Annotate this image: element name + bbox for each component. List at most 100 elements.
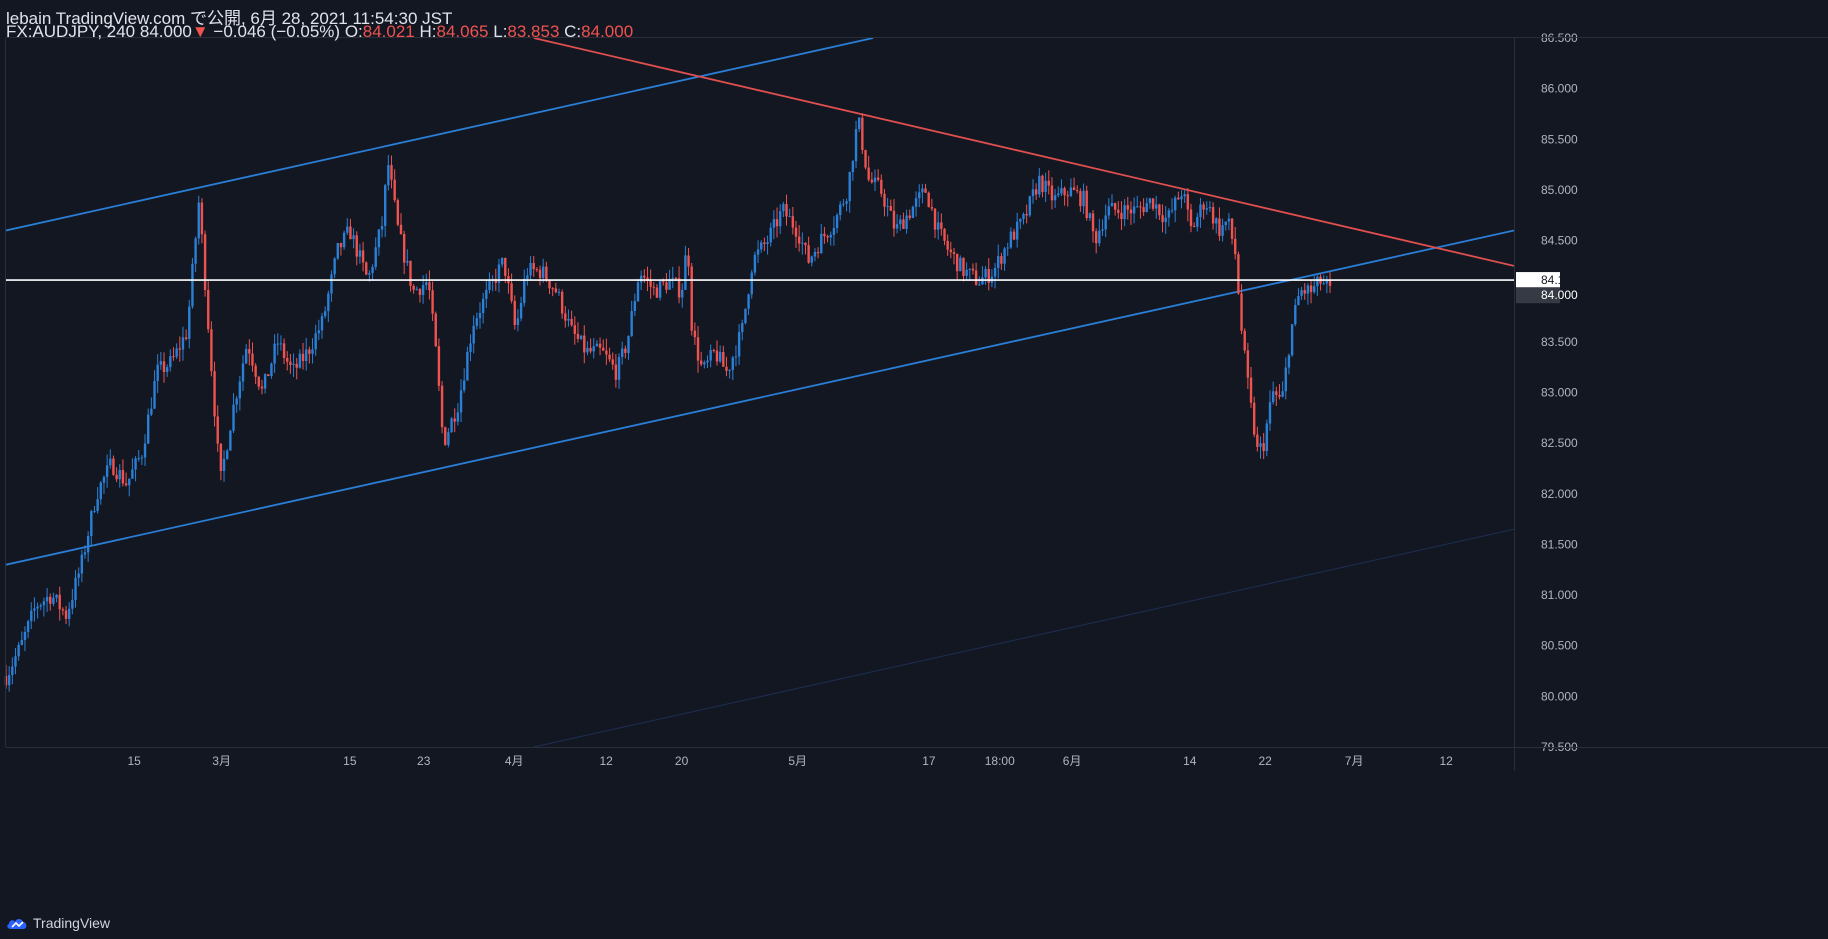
candle-body <box>753 254 757 273</box>
time-tick-label: 20 <box>675 754 689 768</box>
candle-body <box>39 605 42 607</box>
candle-body <box>775 219 779 227</box>
candle-body <box>1205 208 1208 210</box>
candle-body <box>251 353 254 366</box>
candle-body <box>26 621 30 632</box>
candle-body <box>541 266 545 278</box>
time-tick-label: 7月 <box>1345 754 1364 768</box>
candle-body <box>128 478 131 486</box>
candle-body <box>665 282 668 290</box>
candle-body <box>1199 204 1202 218</box>
candle-body <box>1072 187 1076 191</box>
candle-body <box>222 458 226 471</box>
candle-body <box>1208 207 1212 209</box>
candle-body <box>172 356 175 358</box>
candle-body <box>1057 193 1060 196</box>
candle-body <box>213 371 216 417</box>
candle-body <box>45 596 49 602</box>
candle-body <box>71 599 74 609</box>
candle-body <box>52 597 55 604</box>
candle-body <box>510 283 513 301</box>
time-tick-label: 12 <box>1439 754 1453 768</box>
candle-body <box>229 430 232 451</box>
candle-body <box>1139 206 1142 208</box>
time-tick-label: 6月 <box>1063 754 1082 768</box>
candle-body <box>342 232 346 248</box>
candle-body <box>1123 205 1126 220</box>
candle-body <box>854 129 858 162</box>
candle-body <box>194 238 197 264</box>
trendline-blue[interactable] <box>6 38 874 232</box>
candle-body <box>118 470 121 480</box>
candle-body <box>968 268 971 270</box>
candle-body <box>140 457 144 459</box>
price-tick-label: 83.000 <box>1541 386 1578 400</box>
candle-body <box>712 350 716 352</box>
candle-body <box>1262 443 1265 452</box>
candle-body <box>203 234 207 291</box>
trendlines-layer[interactable] <box>6 38 1514 747</box>
candle-body <box>421 285 425 295</box>
candle-body <box>1091 213 1095 232</box>
candle-body <box>475 318 479 326</box>
candle-body <box>270 363 273 377</box>
candle-body <box>851 161 855 173</box>
time-tick-label: 22 <box>1259 754 1273 768</box>
candle-body <box>867 167 870 180</box>
trendline-red[interactable] <box>533 38 1514 267</box>
candle-body <box>292 363 295 365</box>
time-tick-label: 18:00 <box>985 754 1015 768</box>
candle-body <box>504 257 507 276</box>
candle-body <box>908 215 911 218</box>
time-tick-label: 23 <box>417 754 431 768</box>
candle-body <box>339 242 343 248</box>
candle-body <box>1294 305 1297 325</box>
candle-body <box>974 270 978 285</box>
candle-body <box>257 376 260 387</box>
trendline-blue[interactable] <box>6 229 1514 566</box>
price-axis[interactable]: 79.50080.00080.50081.00081.50082.00082.5… <box>1516 31 1578 754</box>
candle-body <box>301 353 305 361</box>
candle-body <box>554 288 558 293</box>
candle-body <box>1145 203 1148 212</box>
candle-body <box>1303 290 1306 294</box>
price-label-box <box>1516 287 1560 304</box>
candle-body <box>175 348 178 357</box>
candle-body <box>523 278 526 303</box>
candle-body <box>766 242 769 244</box>
candle-body <box>112 458 115 475</box>
candle-body <box>260 386 264 389</box>
candle-body <box>143 443 147 458</box>
candle-body <box>1022 214 1025 220</box>
candle-body <box>981 277 984 285</box>
candle-body <box>778 211 782 227</box>
candle-body <box>1015 221 1019 240</box>
candle-body <box>1297 295 1300 306</box>
candle-body <box>286 358 289 362</box>
candle-body <box>1025 214 1028 216</box>
candle-body <box>914 198 918 207</box>
time-tick-label: 15 <box>128 754 142 768</box>
candle-body <box>785 203 788 217</box>
candle-body <box>936 222 940 230</box>
candle-body <box>409 260 412 286</box>
candle-body <box>1066 195 1069 197</box>
candle-body <box>124 483 128 486</box>
symbol-info: FX:AUDJPY, 240 84.000 <box>6 22 192 41</box>
time-axis[interactable]: 15 3月 15 23 4月 12 20 5月 17 18:00 6月 14 22 7月 12 <box>128 754 1454 768</box>
candle-body <box>788 216 791 218</box>
price-tick-label: 83.500 <box>1541 335 1578 349</box>
candle-body <box>115 474 118 480</box>
candle-body <box>361 250 365 263</box>
candle-body <box>529 262 532 276</box>
candle-body <box>652 286 655 288</box>
trendline-blue_faint[interactable] <box>533 528 1514 747</box>
published-by-line: lebain TradingView.com で公開, 6月 28, 2021 … <box>6 4 452 29</box>
tradingview-logo[interactable]: TradingView <box>6 915 110 931</box>
candle-body <box>1113 203 1117 210</box>
candle-body <box>481 298 485 313</box>
candle-body <box>760 242 763 250</box>
candle-body <box>1196 217 1199 227</box>
candle-body <box>478 312 482 319</box>
